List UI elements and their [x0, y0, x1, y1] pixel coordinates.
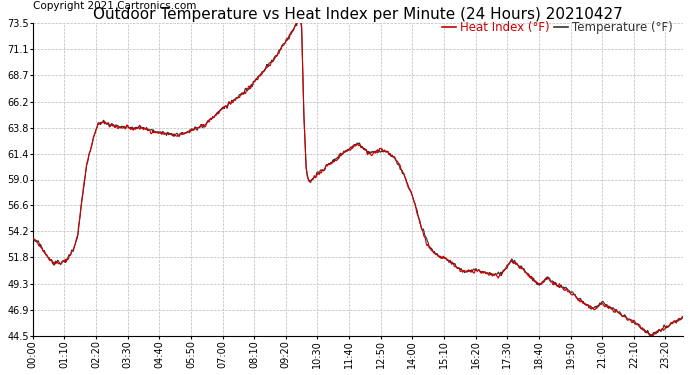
- Text: Copyright 2021 Cartronics.com: Copyright 2021 Cartronics.com: [32, 1, 196, 10]
- Legend: Heat Index (°F), Temperature (°F): Heat Index (°F), Temperature (°F): [437, 16, 677, 39]
- Title: Outdoor Temperature vs Heat Index per Minute (24 Hours) 20210427: Outdoor Temperature vs Heat Index per Mi…: [93, 7, 623, 22]
